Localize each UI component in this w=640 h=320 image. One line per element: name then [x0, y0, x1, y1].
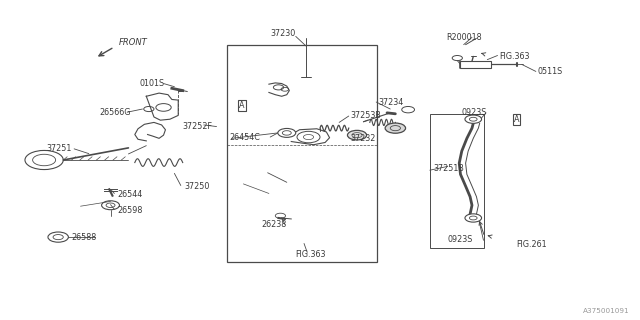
Text: FRONT: FRONT [119, 38, 148, 47]
Text: A: A [239, 101, 245, 110]
Circle shape [385, 123, 406, 133]
Text: FIG.363: FIG.363 [296, 251, 326, 260]
Text: 0101S: 0101S [140, 79, 165, 88]
Text: 37232: 37232 [351, 134, 376, 143]
Text: 26566G: 26566G [100, 108, 131, 117]
Text: 26598: 26598 [117, 206, 142, 215]
Text: 37250: 37250 [184, 182, 210, 191]
Text: 26238: 26238 [261, 220, 287, 229]
Text: 37251B: 37251B [434, 164, 465, 173]
Text: A375001091: A375001091 [583, 308, 630, 314]
Text: FIG.363: FIG.363 [499, 52, 529, 61]
Text: 37251: 37251 [47, 144, 72, 153]
Text: 26588: 26588 [71, 233, 96, 242]
Text: R200018: R200018 [447, 33, 482, 42]
Text: 37234: 37234 [379, 98, 404, 107]
Text: FIG.261: FIG.261 [516, 240, 547, 249]
Text: A: A [239, 101, 244, 110]
Circle shape [465, 214, 481, 222]
Text: A: A [514, 115, 520, 124]
Bar [430, 114, 484, 248]
Text: 37230: 37230 [270, 29, 296, 38]
Text: 26544: 26544 [117, 190, 142, 199]
Bar [227, 45, 378, 262]
Bar [461, 61, 491, 68]
Text: 26454C: 26454C [229, 132, 260, 141]
Circle shape [278, 128, 296, 137]
Text: 0511S: 0511S [537, 67, 563, 76]
Text: 0923S: 0923S [462, 108, 487, 117]
Text: 37252F: 37252F [182, 122, 212, 131]
Text: 0923S: 0923S [448, 235, 473, 244]
Circle shape [465, 115, 481, 123]
Circle shape [348, 130, 367, 140]
Text: 37253B: 37253B [351, 111, 381, 120]
